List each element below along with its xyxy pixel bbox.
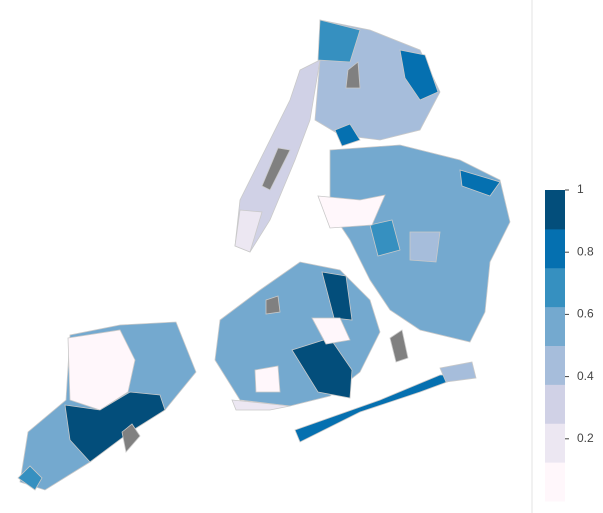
tick-label: 1 (577, 182, 584, 196)
region (121, 423, 141, 453)
region (459, 169, 501, 197)
region (389, 329, 409, 363)
region (399, 49, 439, 101)
region (214, 261, 381, 407)
region (254, 365, 281, 393)
region (317, 19, 361, 63)
region (234, 209, 263, 253)
region (409, 231, 441, 263)
region (439, 361, 477, 383)
region (67, 329, 136, 411)
region (369, 219, 401, 257)
color-step (545, 190, 565, 230)
color-step (545, 462, 565, 502)
region (345, 61, 361, 89)
region (64, 391, 166, 463)
map (17, 19, 511, 491)
tick-label: 0.2 (577, 431, 594, 445)
region (261, 147, 291, 191)
color-step (545, 384, 565, 424)
region (17, 465, 43, 491)
colorbar: 0.2 0.4 0.6 0.8 1 (545, 182, 594, 502)
region (334, 123, 361, 147)
region (317, 194, 386, 229)
region (265, 295, 281, 315)
region (231, 399, 291, 411)
region (294, 374, 467, 443)
color-step (545, 423, 565, 463)
color-step (545, 345, 565, 385)
color-step (545, 306, 565, 346)
tick-label: 0.4 (577, 369, 594, 383)
region (311, 317, 351, 345)
color-step (545, 267, 565, 308)
tick-label: 0.6 (577, 307, 594, 321)
color-step (545, 228, 565, 269)
tick-label: 0.8 (577, 244, 594, 258)
region (321, 271, 353, 321)
